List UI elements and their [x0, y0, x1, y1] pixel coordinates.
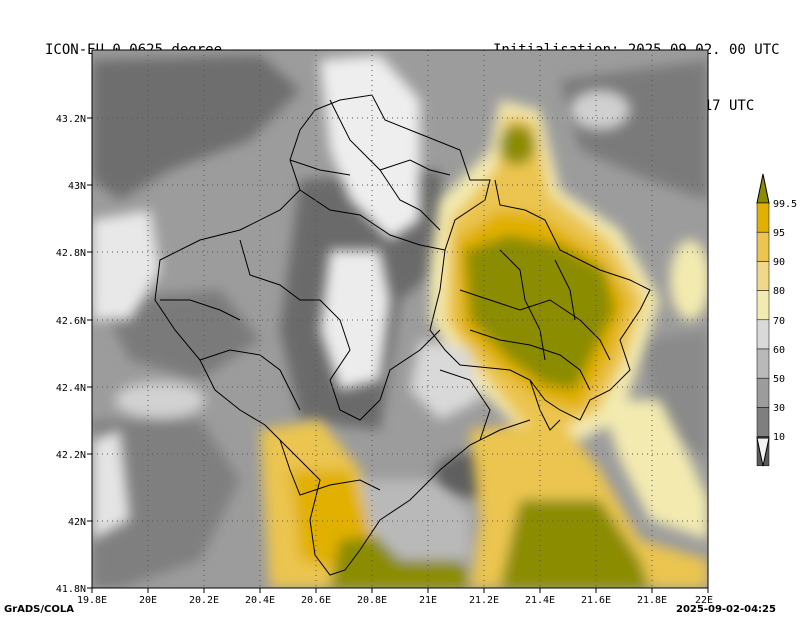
colorbar-segment: [756, 261, 770, 291]
colorbar: 99.5 95 90 80 70 60 50 30 10: [756, 173, 797, 467]
lon-label: 20.6E: [301, 595, 331, 606]
colorbar-label: 10: [773, 432, 785, 443]
axis-ticks: [87, 117, 709, 593]
lat-label: 42.4N: [56, 383, 86, 394]
colorbar-label: 50: [773, 374, 785, 385]
lat-labels: 43.2N 43N 42.8N 42.6N 42.4N 42.2N 42N 41…: [56, 114, 86, 595]
footer-credit: GrADS/COLA: [4, 604, 74, 615]
colorbar-segment: [756, 348, 770, 379]
colorbar-segment: [756, 377, 770, 408]
colorbar-top-triangle: [756, 173, 770, 204]
lon-label: 21.4E: [525, 595, 555, 606]
lon-label: 19.8E: [77, 595, 107, 606]
lon-label: 20E: [139, 595, 157, 606]
colorbar-segments: [756, 202, 770, 467]
colorbar-label: 30: [773, 403, 785, 414]
lon-label: 20.4E: [245, 595, 275, 606]
colorbar-label: 70: [773, 316, 785, 327]
colorbar-segment: [756, 290, 770, 321]
colorbar-labels: 99.5 95 90 80 70 60 50 30 10: [773, 199, 797, 443]
lat-label: 43N: [68, 181, 86, 192]
lon-label: 21.6E: [581, 595, 611, 606]
lat-label: 42.2N: [56, 450, 86, 461]
lon-label: 21E: [419, 595, 437, 606]
colorbar-label: 99.5: [773, 199, 797, 210]
colorbar-segment: [756, 231, 770, 262]
colorbar-segment: [756, 319, 770, 350]
colorbar-label: 60: [773, 345, 785, 356]
lat-label: 42.6N: [56, 316, 86, 327]
colorbar-bottom-triangle: [756, 437, 770, 467]
lat-label: 41.8N: [56, 584, 86, 595]
lat-label: 43.2N: [56, 114, 86, 125]
lat-label: 42N: [68, 517, 86, 528]
colorbar-segment: [756, 202, 770, 233]
colorbar-segment: [756, 407, 770, 437]
cloud-field: [92, 50, 708, 588]
lon-label: 20.2E: [189, 595, 219, 606]
lon-label: 21.2E: [469, 595, 499, 606]
lat-label: 42.8N: [56, 248, 86, 259]
lon-label: 21.8E: [637, 595, 667, 606]
map-frame: [91, 49, 709, 589]
lon-label: 22E: [695, 595, 713, 606]
colorbar-label: 90: [773, 257, 785, 268]
lon-labels: 19.8E 20E 20.2E 20.4E 20.6E 20.8E 21E 21…: [77, 595, 713, 606]
colorbar-label: 95: [773, 228, 785, 239]
lon-label: 20.8E: [357, 595, 387, 606]
colorbar-label: 80: [773, 286, 785, 297]
footer-timestamp: 2025-09-02-04:25: [676, 604, 776, 615]
